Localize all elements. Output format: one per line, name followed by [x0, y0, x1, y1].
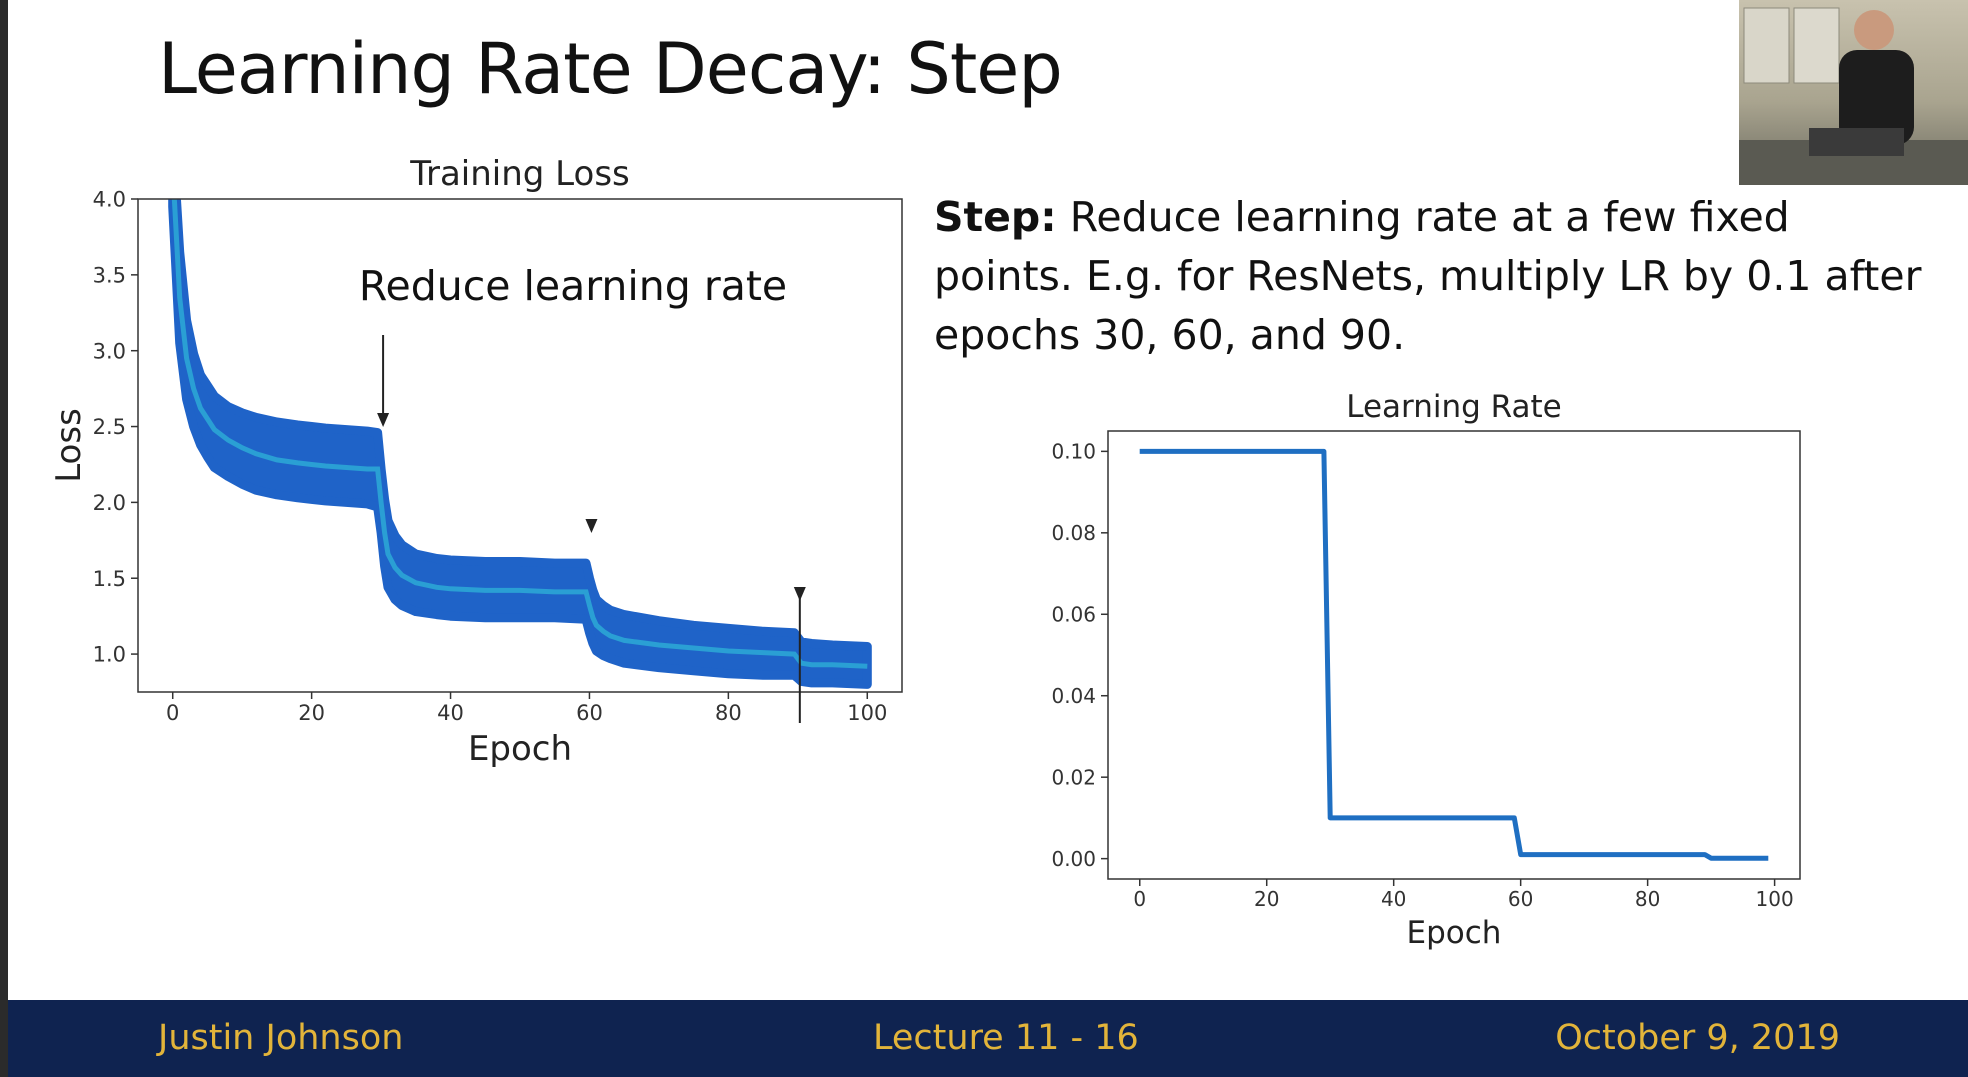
slide: Learning Rate Decay: Step Step: Reduce l… [8, 0, 1968, 1000]
loss-y-axis-label: Loss [49, 408, 89, 483]
description-text: Reduce learning rate at a few fixed poin… [934, 193, 1922, 359]
lr-y-tick-label: 0.04 [1051, 684, 1096, 708]
loss-plot-frame [137, 198, 903, 693]
lr-x-tick-label: 0 [1133, 887, 1146, 911]
loss-y-tick-label: 1.5 [93, 567, 126, 591]
lr-y-tick-label: 0.10 [1051, 440, 1096, 464]
reduce-lr-arrow-head [793, 587, 806, 601]
slide-title-main: Learning Rate Decay: [158, 28, 907, 110]
footer-presenter: Justin Johnson [158, 1018, 404, 1058]
description-lead: Step: [934, 193, 1057, 241]
lr-x-tick-label: 60 [1508, 887, 1533, 911]
lr-x-axis-label: Epoch [1407, 915, 1502, 951]
slide-title-sub: Step [906, 28, 1062, 110]
slide-title: Learning Rate Decay: Step [158, 28, 1063, 110]
lr-title: Learning Rate [1346, 389, 1562, 425]
loss-x-axis-label: Epoch [468, 729, 572, 769]
loss-title: Training Loss [409, 154, 630, 194]
loss-noise-band [168, 199, 872, 689]
lr-y-tick-label: 0.00 [1051, 847, 1096, 871]
presenter-webcam [1739, 0, 1968, 185]
loss-y-tick-label: 2.0 [93, 491, 126, 515]
lr-x-tick-label: 100 [1756, 887, 1794, 911]
loss-y-tick-label: 4.0 [93, 188, 126, 212]
lr-y-tick-label: 0.02 [1051, 765, 1096, 789]
footer-date: October 9, 2019 [1555, 1018, 1840, 1058]
reduce-lr-arrow-head [377, 413, 390, 427]
lr-x-tick-label: 20 [1254, 887, 1279, 911]
loss-x-tick-label: 0 [166, 701, 179, 725]
lr-step-line [1139, 448, 1769, 861]
lr-y-tick-label: 0.06 [1051, 602, 1096, 626]
reduce-lr-arrow-head [585, 519, 598, 533]
slide-footer: Justin Johnson Lecture 11 - 16 October 9… [8, 1000, 1968, 1077]
slide-description: Step: Reduce learning rate at a few fixe… [934, 188, 1934, 365]
loss-y-tick-label: 2.5 [93, 415, 126, 439]
loss-x-tick-label: 40 [437, 701, 464, 725]
loss-y-tick-label: 3.5 [93, 263, 126, 287]
charts-canvas: 0 20 40 60 80 100 1.0 1.5 2.0 2.5 3.0 3.5 4.0 Trainin… [49, 154, 1801, 951]
lr-y-tick-label: 0.08 [1051, 521, 1096, 545]
footer-lecture: Lecture 11 - 16 [873, 1018, 1139, 1058]
loss-x-tick-label: 100 [847, 701, 887, 725]
loss-y-tick-label: 1.0 [93, 643, 126, 667]
loss-y-tick-label: 3.0 [93, 339, 126, 363]
loss-mean-line [171, 199, 868, 669]
reduce-lr-annotation: Reduce learning rate [359, 262, 787, 310]
lr-x-tick-label: 40 [1381, 887, 1406, 911]
lr-x-tick-label: 80 [1635, 887, 1660, 911]
loss-x-tick-label: 60 [576, 701, 603, 725]
presenter-video-frame [1739, 7, 1968, 185]
loss-x-tick-label: 20 [298, 701, 325, 725]
lr-plot-frame [1107, 430, 1801, 880]
loss-x-tick-label: 80 [715, 701, 742, 725]
